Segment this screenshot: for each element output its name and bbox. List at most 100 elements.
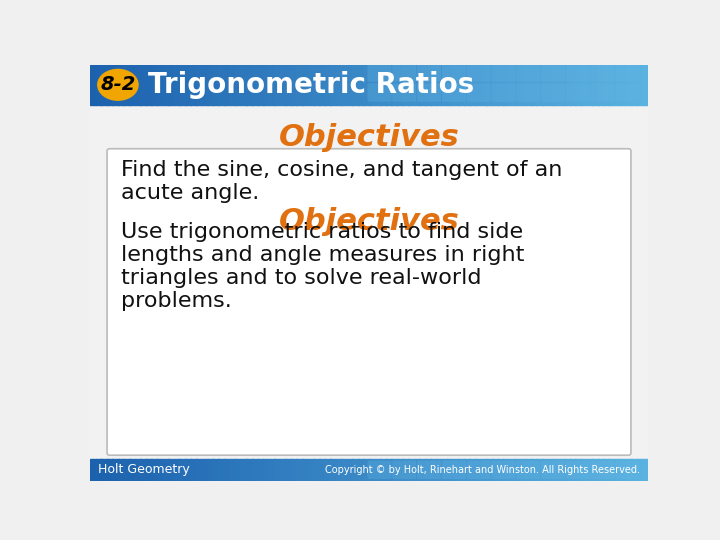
- Bar: [196, 459, 202, 481]
- Bar: [352, 65, 359, 105]
- Text: triangles and to solve real-world: triangles and to solve real-world: [121, 268, 482, 288]
- FancyBboxPatch shape: [417, 63, 441, 82]
- Bar: [124, 459, 130, 481]
- Bar: [218, 459, 225, 481]
- Bar: [364, 65, 370, 105]
- FancyBboxPatch shape: [467, 83, 490, 102]
- Bar: [230, 65, 236, 105]
- Bar: [431, 459, 437, 481]
- Bar: [520, 459, 526, 481]
- Bar: [637, 459, 643, 481]
- Bar: [140, 65, 147, 105]
- FancyBboxPatch shape: [442, 461, 466, 479]
- Bar: [547, 459, 554, 481]
- Bar: [297, 65, 303, 105]
- Bar: [145, 65, 152, 105]
- FancyBboxPatch shape: [492, 83, 516, 102]
- Bar: [419, 65, 426, 105]
- Text: problems.: problems.: [121, 291, 232, 311]
- Bar: [291, 65, 297, 105]
- Ellipse shape: [98, 70, 138, 100]
- Bar: [374, 459, 381, 481]
- Bar: [252, 65, 258, 105]
- FancyBboxPatch shape: [590, 461, 615, 479]
- Bar: [190, 459, 197, 481]
- Bar: [441, 65, 448, 105]
- Bar: [263, 459, 269, 481]
- Bar: [258, 65, 264, 105]
- Bar: [118, 459, 125, 481]
- Bar: [274, 459, 281, 481]
- Bar: [408, 459, 415, 481]
- Bar: [302, 65, 308, 105]
- Bar: [514, 459, 521, 481]
- Bar: [486, 459, 492, 481]
- Text: Objectives: Objectives: [279, 207, 459, 237]
- Bar: [587, 65, 593, 105]
- Bar: [419, 459, 426, 481]
- Bar: [553, 65, 559, 105]
- Bar: [319, 65, 325, 105]
- Bar: [637, 65, 643, 105]
- Bar: [174, 459, 180, 481]
- Bar: [508, 459, 515, 481]
- Bar: [598, 459, 604, 481]
- Bar: [302, 459, 308, 481]
- Bar: [564, 65, 571, 105]
- Bar: [620, 65, 626, 105]
- Bar: [179, 65, 186, 105]
- Text: lengths and angle measures in right: lengths and angle measures in right: [121, 245, 524, 265]
- Text: Use trigonometric ratios to find side: Use trigonometric ratios to find side: [121, 222, 523, 242]
- FancyBboxPatch shape: [492, 461, 516, 479]
- Bar: [414, 459, 420, 481]
- Bar: [196, 65, 202, 105]
- Bar: [358, 65, 364, 105]
- Bar: [129, 459, 135, 481]
- Bar: [230, 459, 236, 481]
- FancyBboxPatch shape: [516, 461, 540, 479]
- Bar: [631, 65, 638, 105]
- Bar: [469, 459, 476, 481]
- Text: Holt Geometry: Holt Geometry: [98, 463, 189, 476]
- Bar: [392, 65, 397, 105]
- Bar: [307, 65, 314, 105]
- Bar: [380, 65, 387, 105]
- Bar: [564, 459, 571, 481]
- Bar: [168, 65, 174, 105]
- Bar: [642, 65, 649, 105]
- Bar: [319, 459, 325, 481]
- Bar: [157, 459, 163, 481]
- Bar: [431, 65, 437, 105]
- Bar: [352, 459, 359, 481]
- Bar: [336, 65, 342, 105]
- Bar: [475, 459, 482, 481]
- Bar: [575, 65, 582, 105]
- Bar: [297, 459, 303, 481]
- Bar: [581, 65, 588, 105]
- Bar: [642, 459, 649, 481]
- Bar: [570, 459, 576, 481]
- Bar: [151, 65, 158, 105]
- Bar: [330, 459, 336, 481]
- Bar: [475, 65, 482, 105]
- Bar: [536, 459, 543, 481]
- Bar: [324, 65, 330, 105]
- FancyBboxPatch shape: [590, 63, 615, 82]
- Bar: [542, 459, 549, 481]
- Bar: [514, 65, 521, 105]
- Bar: [492, 65, 498, 105]
- Bar: [118, 65, 125, 105]
- Text: acute angle.: acute angle.: [121, 184, 259, 204]
- Bar: [364, 459, 370, 481]
- Bar: [269, 459, 275, 481]
- Bar: [603, 459, 610, 481]
- Bar: [503, 459, 509, 481]
- Bar: [593, 459, 598, 481]
- Bar: [498, 65, 504, 105]
- Bar: [526, 459, 531, 481]
- Text: Objectives: Objectives: [279, 123, 459, 152]
- Bar: [151, 459, 158, 481]
- Bar: [90, 459, 96, 481]
- Text: Trigonometric Ratios: Trigonometric Ratios: [148, 71, 474, 99]
- Bar: [358, 459, 364, 481]
